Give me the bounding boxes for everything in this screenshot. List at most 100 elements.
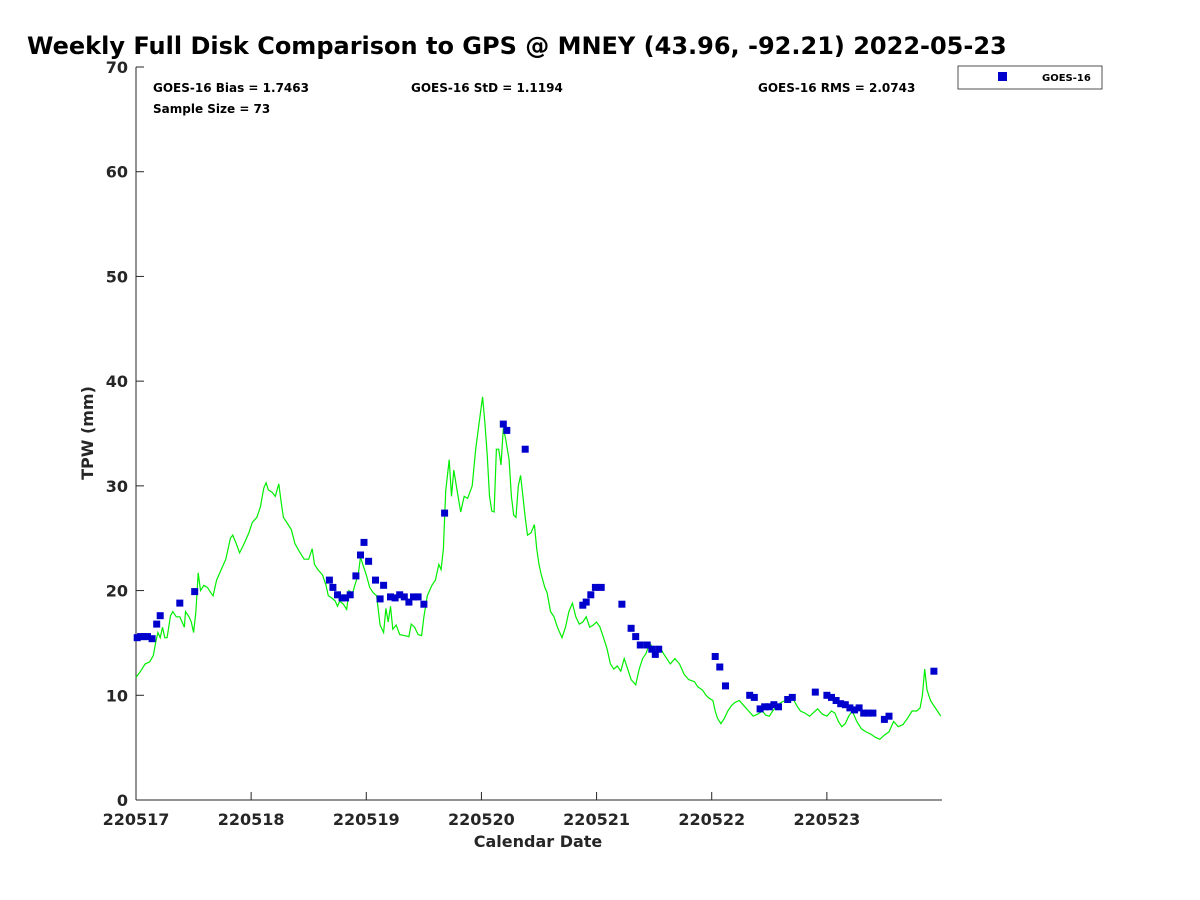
goes16-point bbox=[811, 688, 819, 696]
stat-bias: GOES-16 Bias = 1.7463 bbox=[153, 81, 309, 95]
stat-sample-size: Sample Size = 73 bbox=[153, 102, 270, 116]
goes16-point bbox=[864, 709, 872, 717]
goes16-point bbox=[716, 663, 724, 671]
goes16-point bbox=[855, 704, 863, 712]
goes16-point bbox=[722, 682, 729, 690]
y-tick-label: 30 bbox=[106, 477, 128, 496]
goes16-point bbox=[376, 595, 384, 603]
goes16-point bbox=[329, 583, 337, 591]
goes16-point bbox=[587, 591, 595, 599]
goes16-point bbox=[176, 599, 184, 607]
chart-title: Weekly Full Disk Comparison to GPS @ MNE… bbox=[27, 32, 1007, 60]
goes16-point bbox=[521, 445, 529, 453]
plot-area: 0 10 20 30 40 50 60 70 220517 220518 220519 220520… bbox=[103, 58, 942, 829]
stat-rms: GOES-16 RMS = 2.0743 bbox=[758, 81, 915, 95]
goes16-point bbox=[156, 612, 164, 620]
goes16-series-points bbox=[133, 420, 938, 723]
goes16-point bbox=[144, 633, 151, 641]
goes16-point bbox=[334, 591, 341, 599]
y-axis-ticks: 0 10 20 30 40 50 60 70 bbox=[106, 58, 144, 810]
goes16-point bbox=[756, 705, 764, 713]
x-axis-label: Calendar Date bbox=[474, 832, 603, 851]
y-tick-label: 70 bbox=[106, 58, 128, 77]
legend-marker-goes16 bbox=[998, 72, 1007, 81]
goes16-point bbox=[746, 691, 754, 699]
goes16-point bbox=[627, 624, 635, 632]
goes16-point bbox=[711, 653, 719, 660]
goes16-point bbox=[410, 593, 417, 601]
goes16-point bbox=[784, 696, 792, 703]
y-tick-label: 40 bbox=[106, 372, 128, 391]
goes16-point bbox=[441, 509, 449, 517]
goes16-point bbox=[632, 633, 640, 641]
gps-series-line bbox=[135, 396, 942, 741]
goes16-point bbox=[788, 693, 796, 701]
goes16-point bbox=[153, 620, 161, 628]
x-tick-label: 220517 bbox=[103, 810, 170, 829]
goes16-point bbox=[346, 591, 354, 599]
goes16-point bbox=[380, 581, 388, 589]
legend-label-goes16: GOES-16 bbox=[1042, 73, 1091, 84]
goes16-point bbox=[618, 600, 626, 608]
goes16-point bbox=[648, 645, 656, 653]
x-tick-label: 220523 bbox=[793, 810, 860, 829]
goes16-point bbox=[880, 715, 888, 723]
goes16-point bbox=[761, 703, 769, 711]
goes16-point bbox=[365, 557, 373, 565]
y-tick-label: 10 bbox=[106, 686, 128, 705]
goes16-point bbox=[885, 712, 893, 720]
goes16-point bbox=[775, 703, 782, 711]
x-tick-label: 220519 bbox=[333, 810, 400, 829]
goes16-point bbox=[499, 420, 507, 428]
goes16-point bbox=[860, 709, 868, 717]
goes16-point bbox=[372, 576, 379, 584]
legend-box bbox=[957, 65, 1103, 90]
goes16-point bbox=[405, 598, 413, 606]
goes16-point bbox=[325, 576, 333, 584]
goes16-point bbox=[391, 594, 399, 602]
goes16-point bbox=[643, 641, 651, 649]
goes16-point bbox=[823, 691, 831, 699]
goes16-point bbox=[636, 641, 644, 649]
goes16-point bbox=[651, 650, 659, 658]
goes16-point bbox=[655, 645, 663, 653]
x-tick-label: 220521 bbox=[563, 810, 630, 829]
x-tick-label: 220520 bbox=[448, 810, 515, 829]
goes16-point bbox=[597, 583, 605, 591]
goes16-point bbox=[503, 426, 511, 434]
goes16-point bbox=[750, 693, 758, 701]
goes16-point bbox=[765, 703, 773, 711]
goes16-point bbox=[582, 598, 590, 606]
goes16-point bbox=[869, 709, 877, 717]
goes16-point bbox=[387, 593, 394, 601]
goes16-point bbox=[420, 600, 428, 608]
goes16-point bbox=[352, 572, 360, 580]
goes16-point bbox=[828, 693, 835, 701]
legend: GOES-16 bbox=[957, 65, 1103, 90]
y-tick-label: 50 bbox=[106, 267, 128, 286]
y-axis-label: TPW (mm) bbox=[78, 386, 97, 480]
goes16-point bbox=[846, 704, 854, 712]
goes16-point bbox=[357, 551, 364, 559]
goes16-point bbox=[360, 538, 368, 546]
stat-std: GOES-16 StD = 1.1194 bbox=[411, 81, 563, 95]
y-tick-label: 0 bbox=[117, 791, 128, 810]
x-tick-label: 220522 bbox=[678, 810, 745, 829]
y-tick-label: 60 bbox=[106, 163, 128, 182]
goes16-point bbox=[148, 635, 156, 643]
x-tick-label: 220518 bbox=[218, 810, 285, 829]
goes16-point bbox=[837, 700, 845, 708]
goes16-point bbox=[851, 706, 858, 714]
goes16-point bbox=[930, 667, 938, 675]
goes16-point bbox=[841, 701, 849, 709]
goes16-point bbox=[342, 594, 350, 602]
goes16-point bbox=[591, 583, 599, 591]
goes16-point bbox=[396, 591, 404, 599]
goes16-point bbox=[191, 588, 199, 596]
goes16-point bbox=[414, 593, 422, 601]
goes16-point bbox=[400, 593, 408, 601]
y-tick-label: 20 bbox=[106, 582, 128, 601]
goes16-point bbox=[832, 697, 840, 704]
goes16-point bbox=[770, 701, 778, 709]
